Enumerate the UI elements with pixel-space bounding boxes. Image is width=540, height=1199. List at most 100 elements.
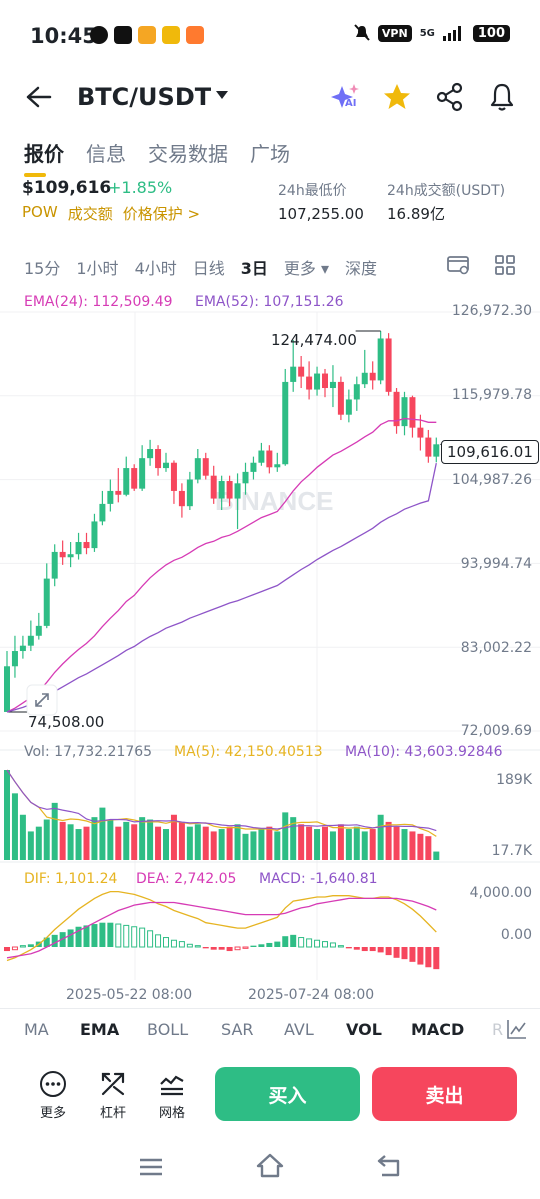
ind-rsi[interactable]: R [492,1020,504,1039]
ema52-legend: EMA(52): 107,151.26 [195,294,344,310]
volume-bar [401,829,408,860]
ema24-line [6,417,437,713]
tag-pow[interactable]: POW [22,203,58,221]
macd-bar [433,947,440,970]
candle-body [298,366,305,377]
vol-ma5-line [6,769,437,837]
tab-info[interactable]: 信息 [86,142,126,166]
expand-chart-icon[interactable] [26,684,58,716]
candle-body [99,503,106,522]
macd-bar [274,941,281,947]
volume-bar [131,824,138,860]
macd-bar [202,947,209,949]
favorite-star-icon[interactable] [382,82,412,110]
tf-1h[interactable]: 1小时 [76,259,119,278]
orange-app-icon [186,26,204,44]
volume-bar [4,770,10,860]
macd-bar [329,942,336,948]
macd-bar [361,947,368,952]
low-marker-label: 74,508.00 [28,713,105,731]
share-icon[interactable] [436,82,464,112]
ind-sar[interactable]: SAR [221,1020,254,1039]
macd-bar [11,946,18,951]
tool-more[interactable]: 更多 [31,1070,75,1121]
candle-body [194,458,201,480]
volume-bar [186,826,193,860]
indicator-settings-icon[interactable] [505,1017,529,1041]
home-icon[interactable] [255,1152,285,1180]
vol-ma5-legend: MA(5): 42,150.40513 [174,744,323,760]
macd-bar [170,939,177,948]
buy-button[interactable]: 买入 [215,1067,360,1121]
chart-settings-icon[interactable] [446,254,472,276]
tf-4h[interactable]: 4小时 [134,259,177,278]
macd-bar [163,937,169,948]
tf-depth[interactable]: 深度 [345,259,378,278]
volume-bar [409,831,416,860]
volume-bar [123,821,130,860]
macd-bar [393,947,400,958]
main-tabs: 报价 信息 交易数据 广场 [24,138,290,177]
ind-avl[interactable]: AVL [284,1020,314,1039]
tab-square[interactable]: 广场 [250,142,290,166]
low-24h-label: 24h最低价 [278,183,347,199]
macd-bar [67,929,74,947]
candle-body [218,481,225,499]
alert-bell-icon[interactable] [488,82,516,112]
candle-body [433,444,440,457]
volume-bar [234,824,241,860]
volume-bar [170,814,177,860]
macd-bar [314,939,321,948]
ai-sparkle-icon[interactable] [330,82,362,112]
tf-1d[interactable]: 日线 [192,259,225,278]
tf-15m[interactable]: 15分 [24,259,61,278]
ind-boll[interactable]: BOLL [147,1020,189,1039]
price-axis-0: 126,972.30 [451,303,532,319]
ind-macd[interactable]: MACD [411,1020,465,1039]
caret-down-icon[interactable] [215,90,229,100]
dea-line [6,897,437,959]
volume-bar [385,821,392,860]
macd-bar [194,945,201,948]
macd-bar [19,945,26,948]
macd-bar [147,930,154,948]
volume-bar [377,814,384,860]
back-nav-icon[interactable] [376,1153,404,1179]
volume-bar [433,851,440,860]
ind-ema[interactable]: EMA [80,1020,120,1039]
price-chart[interactable]: BINANCE [0,285,540,1015]
volume-bar [337,824,344,860]
x-app-icon [114,26,132,44]
tf-more[interactable]: 更多 ▾ [283,259,330,278]
back-arrow-icon[interactable] [24,85,52,109]
volume-bar [361,831,368,860]
tag-price-protection[interactable]: 价格保护 > [122,205,201,223]
tool-margin[interactable]: 杠杆 [91,1070,135,1121]
vol-ma10-line [6,769,437,832]
tab-trade-data[interactable]: 交易数据 [148,142,228,166]
recent-apps-icon[interactable] [138,1155,164,1179]
ind-vol[interactable]: VOL [346,1020,382,1039]
volume-bar [75,829,82,860]
ind-ma[interactable]: MA [24,1020,49,1039]
pair-title[interactable]: BTC/USDT [77,83,212,111]
leverage-icon [101,1072,125,1096]
battery-badge: 100 [472,24,510,42]
layout-grid-icon[interactable] [494,254,516,276]
volume-bar [51,802,58,860]
volume-bar [11,793,18,860]
sell-button[interactable]: 卖出 [372,1067,517,1121]
tag-volume[interactable]: 成交额 [67,205,113,223]
macd-bar [115,923,122,948]
tab-quote[interactable]: 报价 [24,138,64,177]
macd-bar [75,926,82,947]
tool-grid[interactable]: 网格 [150,1070,194,1121]
grid-trading-icon [160,1075,184,1096]
current-price-tag[interactable]: 109,616.01 [441,440,539,464]
tf-3d[interactable]: 3日 [240,259,268,278]
candle-body [163,462,169,469]
volume-bar [345,829,352,860]
volume-bar [194,824,201,860]
candle-body [210,475,217,499]
macd-bar [353,947,360,950]
